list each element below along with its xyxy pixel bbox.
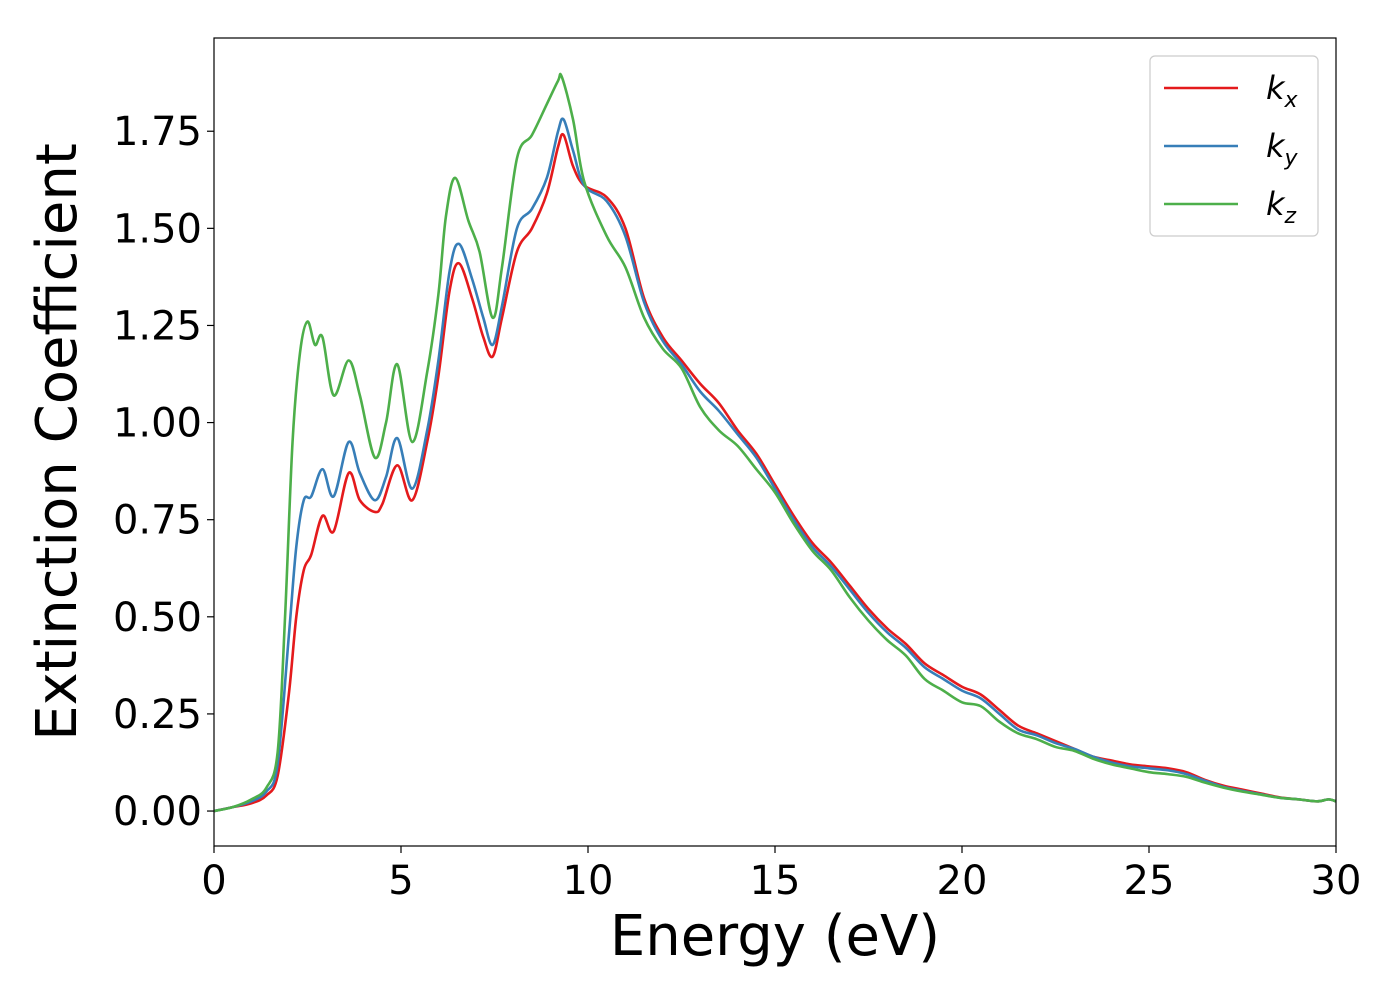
y-axis-title: Extinction Coefficient [25, 143, 90, 741]
x-axis: 0 5 10 15 20 25 30 [201, 846, 1361, 904]
y-tick-label: 0.50 [113, 595, 202, 641]
x-tick-label: 25 [1124, 858, 1175, 904]
y-tick-label: 1.50 [113, 206, 202, 252]
y-tick-label: 0.75 [113, 498, 202, 544]
series-layer [214, 72, 1336, 813]
legend-label-y: ky [1266, 127, 1299, 171]
series-line-x [214, 132, 1336, 813]
series-line-y [214, 117, 1336, 813]
series-line-z [214, 72, 1336, 813]
y-axis: 0.00 0.25 0.50 0.75 1.00 1.25 1.50 1.75 [113, 109, 214, 835]
y-tick-label: 1.25 [113, 303, 202, 349]
legend-label-z: kz [1266, 185, 1297, 229]
x-axis-title: Energy (eV) [610, 904, 940, 969]
x-tick-label: 20 [937, 858, 988, 904]
y-tick-label: 1.75 [113, 109, 202, 155]
x-tick-label: 30 [1311, 858, 1362, 904]
y-tick-label: 1.00 [113, 401, 202, 447]
x-tick-label: 15 [750, 858, 801, 904]
x-tick-label: 5 [388, 858, 413, 904]
y-tick-label: 0.00 [113, 789, 202, 835]
x-tick-label: 0 [201, 858, 226, 904]
y-tick-label: 0.25 [113, 692, 202, 738]
legend-label-x: kx [1266, 69, 1299, 113]
x-tick-label: 10 [563, 858, 614, 904]
legend: kx ky kz [1149, 55, 1319, 237]
